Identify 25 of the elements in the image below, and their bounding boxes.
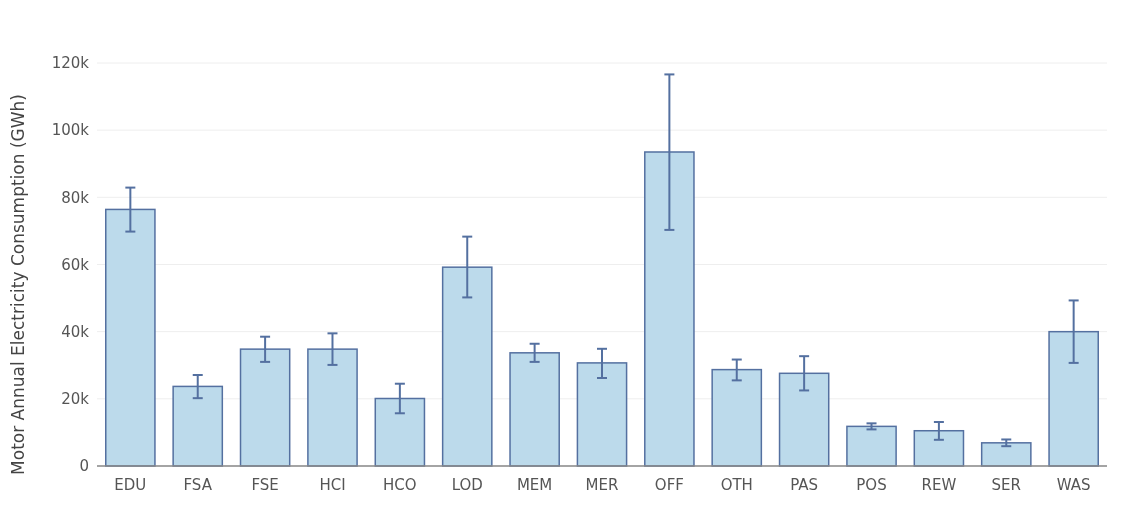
x-tick-label: LOD <box>451 476 483 494</box>
x-tick-label: EDU <box>114 476 147 494</box>
y-tick-label: 40k <box>61 322 90 341</box>
x-tick-label: MER <box>585 476 619 494</box>
y-tick-label: 20k <box>61 390 90 409</box>
x-tick-label: PAS <box>790 476 819 494</box>
x-tick-label: OFF <box>654 476 684 494</box>
bar <box>980 442 1032 467</box>
bar <box>846 425 897 467</box>
y-tick-label: 0 <box>79 457 89 476</box>
x-tick-label: FSA <box>183 476 213 494</box>
y-tick-label: 60k <box>61 255 90 274</box>
y-tick-label: 80k <box>61 188 90 207</box>
x-tick-label: HCI <box>319 476 346 494</box>
x-tick-label: SER <box>991 476 1021 494</box>
x-tick-label: MEM <box>516 476 553 494</box>
x-tick-label: HCO <box>383 476 417 494</box>
x-tick-label: REW <box>921 476 957 494</box>
y-tick-label: 100k <box>51 121 90 140</box>
x-tick-label: FSE <box>251 476 279 494</box>
x-tick-label: OTH <box>720 476 753 494</box>
x-tick-label: WAS <box>1056 476 1091 494</box>
y-axis-title: Motor Annual Electricity Consumption (GWh) <box>8 94 28 475</box>
x-tick-label: POS <box>856 476 887 494</box>
y-tick-label: 120k <box>51 54 90 73</box>
